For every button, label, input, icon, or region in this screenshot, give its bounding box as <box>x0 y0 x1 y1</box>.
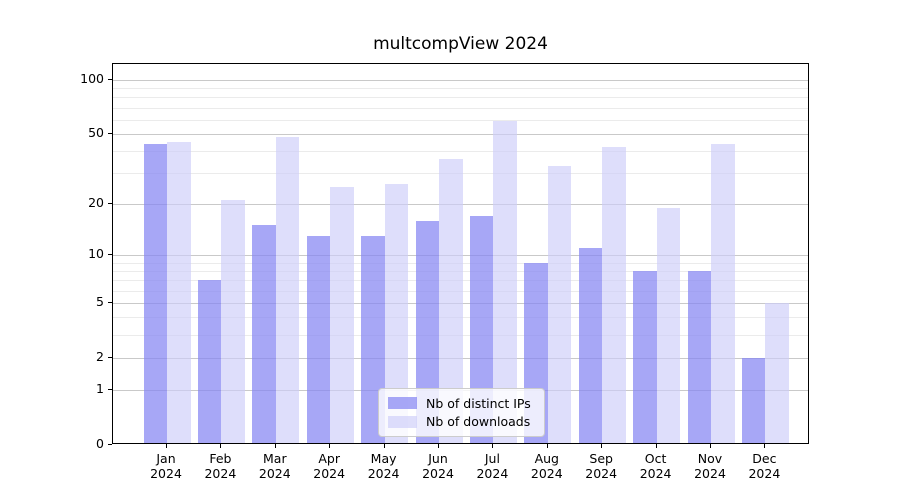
legend-swatch-distinct-ips-icon <box>388 397 417 410</box>
bar-downloads-jul <box>493 121 517 443</box>
bar-ips-nov <box>687 270 711 443</box>
bar-downloads-mar <box>275 137 300 443</box>
legend-item-downloads: Nb of downloads <box>388 414 535 429</box>
bar-downloads-jan <box>167 142 191 443</box>
legend-item-distinct-ips: Nb of distinct IPs <box>388 396 535 411</box>
bar-downloads-dec <box>765 302 789 443</box>
gridline-minor <box>113 107 808 109</box>
y-axis-tick <box>108 78 112 80</box>
x-axis-label: Feb 2024 <box>204 451 237 481</box>
x-axis-label: Apr 2024 <box>313 451 346 481</box>
x-axis-tick <box>546 444 548 448</box>
bar-ips-oct <box>633 270 657 443</box>
x-axis-tick <box>655 444 657 448</box>
bar-downloads-jun <box>439 159 463 443</box>
bar-ips-sep <box>578 248 603 443</box>
x-axis-tick <box>601 444 603 448</box>
bar-ips-dec <box>741 357 766 443</box>
y-axis-label: 20 <box>88 194 104 210</box>
bar-ips-jun <box>415 220 439 443</box>
y-axis-label: 1 <box>96 380 104 396</box>
legend: Nb of distinct IPs Nb of downloads <box>378 388 545 437</box>
bar-downloads-feb <box>221 200 245 443</box>
x-axis-label: Mar 2024 <box>258 451 291 481</box>
bar-ips-feb <box>197 280 222 443</box>
x-axis-tick <box>492 444 494 448</box>
x-axis-tick <box>383 444 385 448</box>
bar-downloads-may <box>384 184 409 443</box>
gridline-minor <box>113 88 808 90</box>
y-axis-label: 10 <box>88 246 104 262</box>
x-axis-label: May 2024 <box>367 451 400 481</box>
x-axis-label: Oct 2024 <box>639 451 672 481</box>
x-axis-label: Aug 2024 <box>530 451 563 481</box>
y-axis-label: 50 <box>88 124 104 140</box>
gridline-major <box>113 79 808 81</box>
y-axis-tick <box>108 356 112 358</box>
chart-title: multcompView 2024 <box>373 34 548 54</box>
gridline-minor <box>113 119 808 121</box>
gridline-minor <box>113 97 808 99</box>
bar-ips-jan <box>143 143 167 443</box>
bar-ips-jul <box>469 216 494 443</box>
y-axis-label: 2 <box>96 348 104 364</box>
x-axis-tick <box>329 444 331 448</box>
legend-label-distinct-ips: Nb of distinct IPs <box>426 395 531 411</box>
x-axis-label: Jan 2024 <box>150 451 182 481</box>
x-axis-label: Dec 2024 <box>748 451 781 481</box>
plot-area <box>112 63 809 444</box>
bar-downloads-oct <box>656 207 681 443</box>
y-axis-label: 0 <box>96 435 104 451</box>
bar-downloads-sep <box>602 147 626 443</box>
y-axis-tick <box>108 443 112 445</box>
bar-downloads-nov <box>711 143 735 443</box>
bar-downloads-apr <box>330 187 354 443</box>
x-axis-label: Nov 2024 <box>694 451 726 481</box>
y-axis-label: 100 <box>80 70 104 86</box>
y-axis-label: 5 <box>96 293 104 309</box>
x-axis-tick <box>220 444 222 448</box>
gridline-major <box>113 133 808 135</box>
y-axis-tick <box>108 254 112 256</box>
x-axis-tick <box>710 444 711 448</box>
y-axis-tick <box>108 202 112 204</box>
bar-ips-mar <box>252 225 276 443</box>
x-axis-tick <box>166 444 167 448</box>
legend-swatch-downloads-icon <box>388 415 417 428</box>
y-axis-tick <box>108 388 112 390</box>
x-axis-tick <box>274 444 276 448</box>
x-axis-label: Jun 2024 <box>422 451 454 481</box>
x-axis-tick <box>764 444 766 448</box>
x-axis-tick <box>438 444 439 448</box>
y-axis-tick <box>108 301 112 303</box>
x-axis-label: Jul 2024 <box>476 451 509 481</box>
bar-downloads-aug <box>547 165 572 443</box>
bar-ips-apr <box>306 236 331 443</box>
legend-label-downloads: Nb of downloads <box>426 414 531 430</box>
y-axis-tick <box>108 132 112 134</box>
gridline-minor <box>113 151 808 153</box>
x-axis-label: Sep 2024 <box>585 451 618 481</box>
